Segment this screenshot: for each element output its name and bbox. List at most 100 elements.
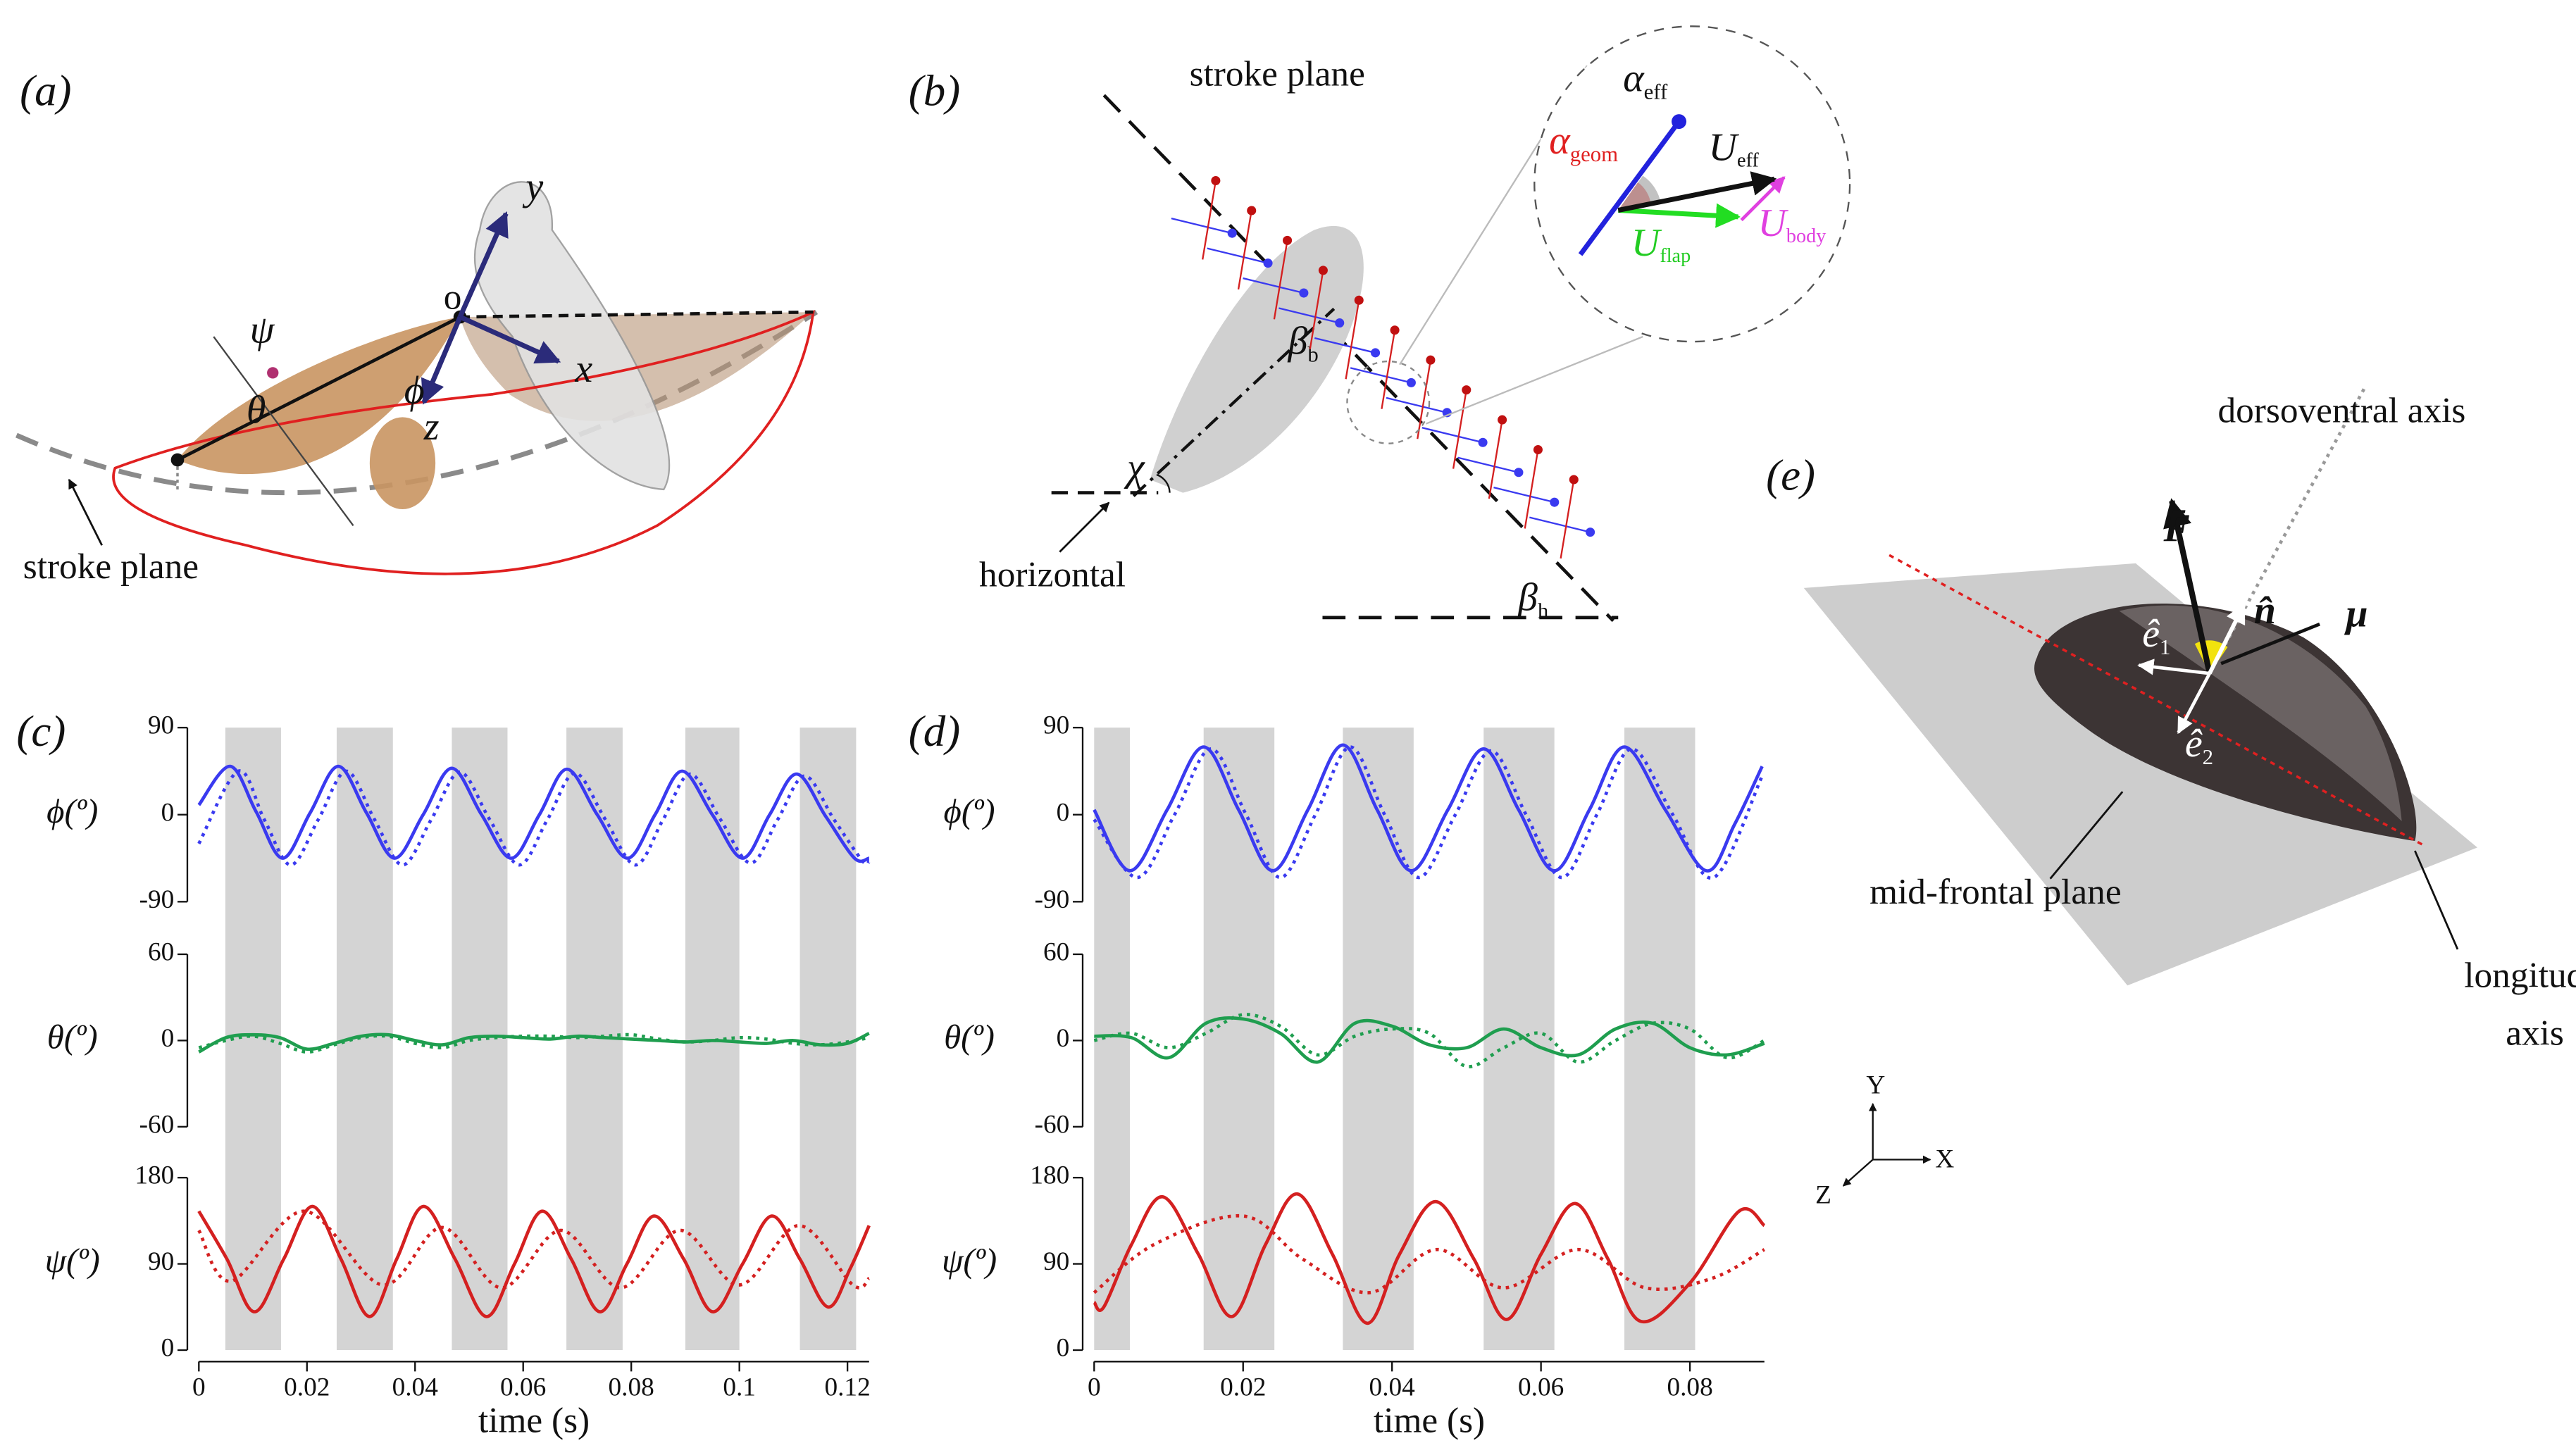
stroke-marker-blue	[1171, 218, 1233, 235]
stroke-dot-blue	[1586, 528, 1595, 537]
stroke-marker-red	[1273, 240, 1288, 320]
label: 0	[1088, 1373, 1101, 1402]
label: (d)	[909, 706, 960, 756]
label: Z	[1815, 1181, 1831, 1210]
label: 0	[161, 1024, 175, 1053]
label: F̄	[2163, 506, 2190, 550]
subscript-label: Uflap	[1631, 221, 1691, 267]
series-line	[197, 1209, 871, 1290]
label: X	[1935, 1144, 1954, 1173]
normal-arrow	[2208, 602, 2246, 675]
label: (a)	[20, 66, 71, 116]
symbol: α	[1549, 119, 1571, 163]
u-flap	[1618, 203, 1741, 228]
stroke-marker-red	[1345, 300, 1360, 380]
stroke-marker-red	[1417, 360, 1432, 439]
label: stroke plane	[23, 547, 199, 587]
zoom-ray-2	[1425, 336, 1643, 425]
force-arrow	[2163, 498, 2213, 675]
chord	[176, 316, 461, 462]
icon-z	[1842, 1159, 1874, 1187]
horizontal-pointer	[1059, 501, 1110, 553]
stroke-dot-blue	[1299, 288, 1309, 298]
label: axis	[2506, 1013, 2564, 1053]
body-axis	[1132, 307, 1336, 497]
label: 0	[1057, 798, 1070, 827]
dorsoventral-line	[2208, 385, 2367, 675]
label: x	[574, 347, 592, 391]
label: 60	[1043, 938, 1069, 967]
symbol: β	[1288, 320, 1308, 363]
shaded-band	[799, 728, 857, 1351]
series-line	[197, 1204, 871, 1318]
marker-dot	[267, 367, 279, 379]
axis-z	[421, 316, 463, 405]
stroke-dot-blue	[1263, 258, 1273, 268]
tip	[170, 453, 185, 467]
series-line	[1093, 745, 1764, 880]
wing-left	[177, 317, 461, 475]
stroke-dot-red	[1462, 385, 1471, 395]
label: ϕ	[404, 369, 425, 413]
label: 0.12	[824, 1373, 870, 1402]
subscript-label: αeff	[1623, 56, 1668, 104]
series-line	[1093, 1192, 1766, 1325]
label: o	[444, 277, 462, 318]
subscript-label: βh	[1517, 575, 1548, 623]
label: time (s)	[1374, 1401, 1485, 1441]
stroke-dot-red	[1211, 176, 1221, 186]
longitudinal-pointer	[2414, 850, 2459, 950]
stroke-marker-blue	[1207, 247, 1269, 264]
label: dorsoventral axis	[2217, 390, 2465, 430]
e2-arrow	[2177, 673, 2211, 735]
mu-pointer	[2220, 623, 2320, 666]
subscript: body	[1786, 225, 1826, 247]
body-e-top	[2119, 605, 2402, 822]
label: ψ(º)	[45, 1241, 100, 1280]
label: -60	[1035, 1110, 1070, 1139]
stroke-marker-blue	[1421, 427, 1483, 444]
series-line	[198, 1032, 870, 1054]
stroke-marker-blue	[1529, 516, 1591, 533]
label: 0	[161, 798, 175, 827]
axis-y	[457, 211, 509, 318]
shaded-band	[1203, 728, 1275, 1351]
label: θ(º)	[944, 1018, 995, 1056]
label: θ	[247, 389, 266, 432]
shaded-band	[225, 728, 281, 1351]
stroke-dot-red	[1354, 295, 1364, 305]
symbol: U	[1757, 201, 1788, 245]
subscript: geom	[1570, 142, 1618, 166]
symbol: β	[1517, 575, 1538, 619]
shaded-band	[1624, 728, 1695, 1351]
stroke-dot-blue	[1227, 228, 1237, 238]
series-line	[1094, 1016, 1765, 1064]
label: stroke plane	[1190, 54, 1365, 94]
label: 0.04	[1369, 1373, 1416, 1402]
stroke-dot-blue	[1406, 377, 1416, 387]
label: 0.02	[1220, 1373, 1266, 1402]
stroke-dot-red	[1390, 325, 1400, 335]
symbol: ê	[2185, 722, 2203, 766]
subscript-label: Ueff	[1709, 125, 1760, 171]
subscript: eff	[1644, 80, 1668, 104]
label: 0.1	[723, 1373, 756, 1402]
label: mid-frontal plane	[1869, 872, 2122, 912]
label: 0.08	[609, 1373, 654, 1402]
label: 180	[1030, 1161, 1069, 1190]
label: 90	[148, 711, 174, 740]
body-a	[473, 181, 671, 491]
mid-frontal-plane	[1803, 563, 2477, 986]
stroke-marker-red	[1452, 389, 1467, 469]
psi-line	[213, 336, 354, 526]
label: χ	[1124, 446, 1145, 489]
label: Y	[1866, 1071, 1885, 1099]
subscript-label: ê2	[2185, 722, 2213, 769]
label: time (s)	[478, 1401, 590, 1441]
stroke-marker-red	[1237, 210, 1252, 290]
stroke-dot-blue	[1335, 318, 1345, 328]
stroke-dot-red	[1247, 206, 1257, 216]
label: 0	[1057, 1024, 1070, 1053]
shaded-band	[1343, 728, 1414, 1351]
subscript: flap	[1660, 245, 1691, 267]
